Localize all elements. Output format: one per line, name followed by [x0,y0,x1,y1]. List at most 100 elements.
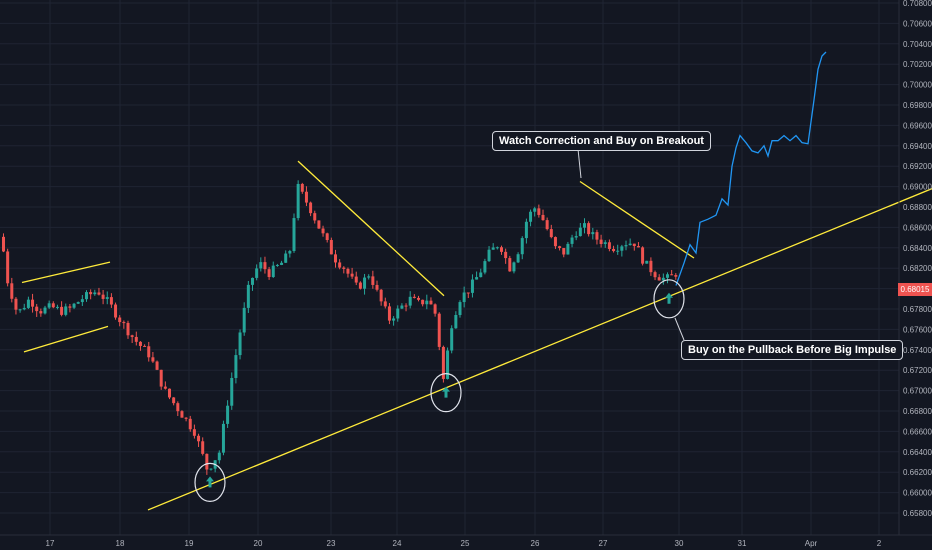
candle-body [6,251,10,284]
up-arrow-icon [206,476,214,488]
candle-body [60,306,64,315]
candle-body [85,292,88,300]
candle-body [462,292,466,303]
candle-body [591,232,595,235]
candle-body [454,314,458,329]
candle-body [296,183,300,219]
buy-markers [194,279,685,502]
candle-body [570,237,574,244]
candle-body [379,289,383,302]
buy-pullback-callout: Buy on the Pullback Before Big Impulse [681,340,904,360]
price-tick-label: 0.69000 [903,183,932,192]
candle-body [205,453,209,470]
candle-body [329,240,333,255]
candle-body [35,306,39,312]
price-tick-label: 0.70400 [903,40,932,49]
candle-body [309,202,313,214]
candle-body [649,260,653,273]
candle-body [300,183,304,192]
candle-body [404,305,408,307]
buy-marker-circle [653,279,685,319]
trendline-resistance-2 [579,180,695,259]
candle-body [321,228,325,234]
candle-body [653,272,657,278]
candle-body [317,220,321,229]
candle-body [363,277,367,289]
price-tick-label: 0.67000 [903,387,932,396]
candle-body [313,213,317,221]
candle-body [500,247,503,252]
candle-body [487,249,491,262]
candle-body [226,405,230,424]
time-tick-label: 17 [46,539,55,548]
price-tick-label: 0.69200 [903,162,932,171]
candle-body [396,308,400,319]
price-tick-label: 0.66200 [903,468,932,477]
time-tick-label: 20 [254,539,263,548]
time-tick-label: 18 [116,539,125,548]
candle-body [64,306,68,315]
candle-body [68,306,72,308]
candle-body [234,355,238,378]
candle-body [180,411,184,418]
candle-body [520,238,524,255]
candle-body [417,297,420,300]
time-axis[interactable]: 17 18 19 20 23 24 25 26 27 30 31 Apr 2 [46,539,882,548]
candle-body [516,254,520,263]
callout-pointer [577,148,582,179]
candle-body [43,307,47,314]
price-axis[interactable]: 0.70800 0.70600 0.70400 0.70200 0.70000 0.698… [903,0,932,518]
candle-body [280,262,284,265]
candle-body [130,335,134,337]
price-tick-label: 0.67200 [903,366,932,375]
candle-body [375,284,379,290]
candle-body [674,275,678,277]
candle-body [412,296,416,298]
candle-body [458,302,462,315]
price-tick-label: 0.67400 [903,346,932,355]
candle-body [441,346,445,379]
candle-body [628,243,632,246]
price-tick-label: 0.69400 [903,142,932,151]
candle-body [197,435,201,442]
candle-body [495,247,499,249]
candle-body [562,248,566,255]
candle-body [367,276,371,278]
time-tick-label: 23 [327,539,336,548]
callout-pointer [674,317,685,341]
candle-body [346,268,350,274]
candle-body [358,282,362,289]
candles [2,180,678,475]
candle-body [151,357,155,362]
candle-body [105,297,109,299]
candle-body [670,274,674,276]
candle-body [188,418,192,430]
candle-body [168,388,171,398]
buy-marker [430,373,462,413]
up-arrow-icon [442,386,450,398]
candle-body [387,306,391,321]
candle-body [246,284,250,308]
candle-body [97,292,101,295]
candle-body [657,277,661,281]
buy-marker-circle [430,373,462,413]
candle-body [192,429,196,436]
price-tick-label: 0.69600 [903,121,932,130]
time-tick-label: 26 [531,539,540,548]
candle-body [400,305,404,309]
candle-body [55,306,59,308]
candle-body [466,292,470,294]
candle-body [89,292,93,295]
candle-body [18,309,22,311]
candle-body [255,268,259,278]
candle-body [284,253,288,263]
candle-body [122,322,126,324]
candle-body [159,369,163,387]
candle-body [549,229,553,238]
price-tick-label: 0.65800 [903,509,932,518]
candle-body [31,299,35,307]
candle-body [574,236,578,238]
candle-body [80,299,84,303]
current-price-label: 0.68015 [898,283,932,296]
